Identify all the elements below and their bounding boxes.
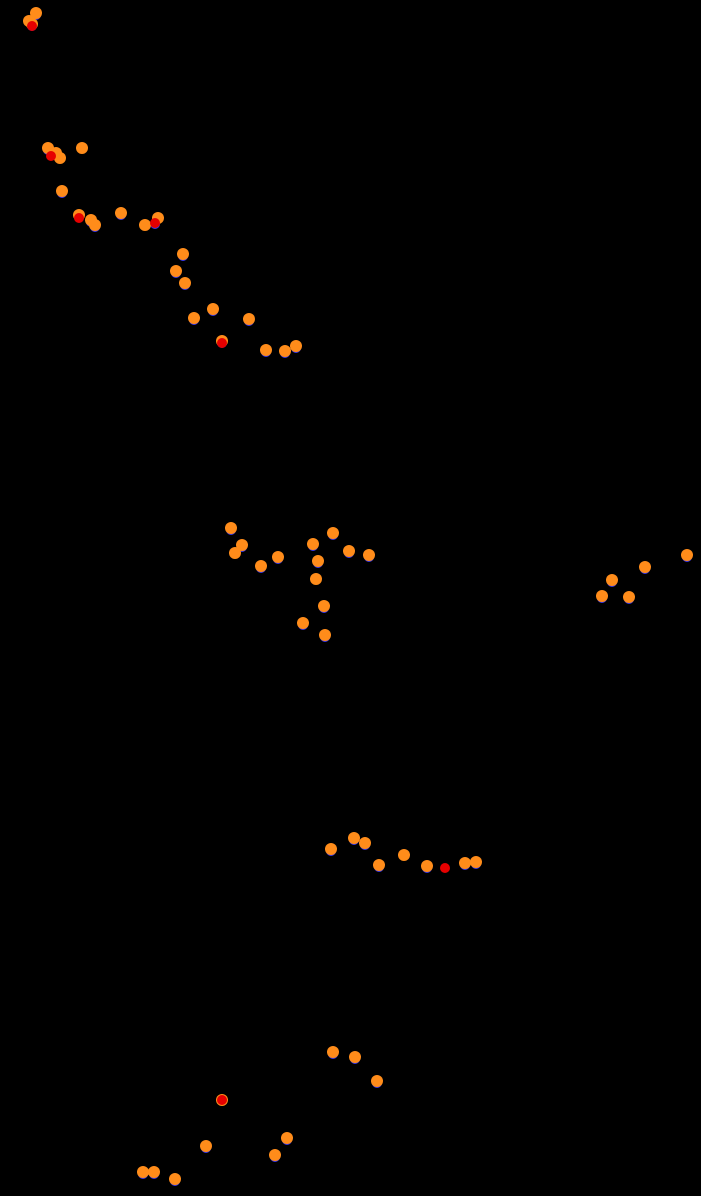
orange-point <box>371 1075 383 1087</box>
orange-point <box>319 629 331 641</box>
orange-point <box>470 856 482 868</box>
orange-point <box>310 573 322 585</box>
orange-point <box>148 1166 160 1178</box>
orange-point <box>255 560 267 572</box>
orange-point <box>327 1046 339 1058</box>
orange-point <box>279 345 291 357</box>
orange-point <box>269 1149 281 1161</box>
orange-point <box>398 849 410 861</box>
orange-point <box>297 617 309 629</box>
orange-point <box>137 1166 149 1178</box>
orange-point <box>681 549 693 561</box>
scatter-plot <box>0 0 701 1196</box>
orange-point <box>307 538 319 550</box>
red-point <box>74 213 84 223</box>
red-point <box>440 863 450 873</box>
orange-point <box>421 860 433 872</box>
orange-point <box>229 547 241 559</box>
orange-point <box>225 522 237 534</box>
orange-point <box>177 248 189 260</box>
orange-point <box>327 527 339 539</box>
red-point <box>150 218 160 228</box>
red-point <box>27 21 37 31</box>
orange-point <box>318 600 330 612</box>
orange-point <box>260 344 272 356</box>
orange-point <box>281 1132 293 1144</box>
orange-point <box>207 303 219 315</box>
orange-point <box>85 214 97 226</box>
orange-point <box>349 1051 361 1063</box>
orange-point <box>343 545 355 557</box>
orange-point <box>359 837 371 849</box>
orange-point <box>363 549 375 561</box>
orange-point <box>243 313 255 325</box>
red-point <box>46 151 56 161</box>
orange-point <box>188 312 200 324</box>
orange-point <box>596 590 608 602</box>
orange-point <box>115 207 127 219</box>
orange-point <box>606 574 618 586</box>
orange-point <box>170 265 182 277</box>
orange-point <box>76 142 88 154</box>
orange-point <box>200 1140 212 1152</box>
orange-point <box>639 561 651 573</box>
orange-point <box>623 591 635 603</box>
red-point <box>217 1095 227 1105</box>
red-point <box>217 338 227 348</box>
orange-point <box>290 340 302 352</box>
orange-point <box>56 185 68 197</box>
orange-point <box>325 843 337 855</box>
orange-point <box>179 277 191 289</box>
orange-point <box>373 859 385 871</box>
orange-point <box>169 1173 181 1185</box>
orange-point <box>272 551 284 563</box>
orange-point <box>312 555 324 567</box>
